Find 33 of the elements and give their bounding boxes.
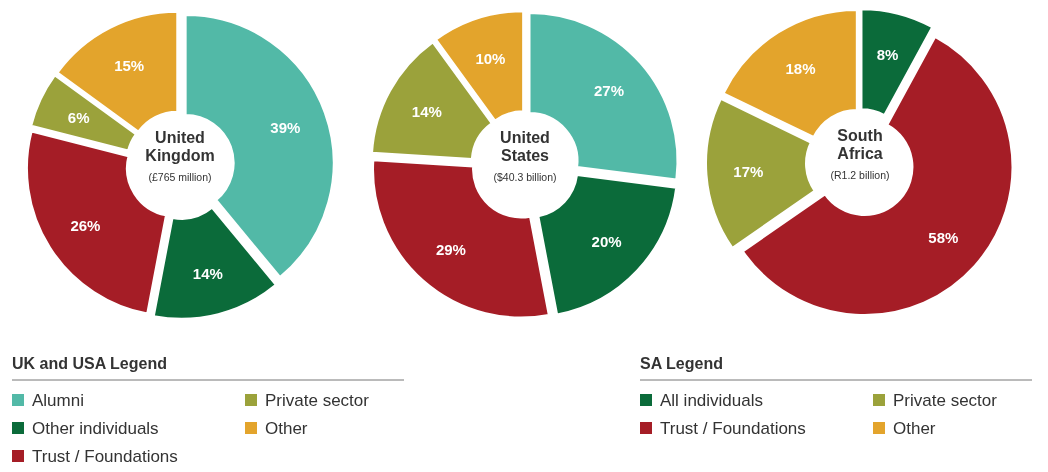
donut-slice: [705, 97, 816, 249]
data-label: 17%: [733, 163, 764, 181]
legend-label: Other: [265, 418, 308, 438]
legend-label: Trust / Foundations: [660, 418, 806, 438]
legend-label: All individuals: [660, 390, 763, 410]
data-label: 15%: [114, 56, 145, 74]
data-label: 20%: [591, 233, 622, 251]
legend-title: SA Legend: [640, 355, 723, 372]
donut-slice: [860, 8, 934, 117]
legend-label: Private sector: [893, 390, 998, 410]
text: United States: [500, 129, 550, 164]
data-label: 39%: [270, 118, 301, 136]
data-label: 58%: [928, 229, 959, 247]
text: ($40.3 billion): [493, 171, 557, 183]
data-label: 10%: [475, 49, 506, 67]
data-label: 29%: [435, 240, 466, 258]
text: (R1.2 billion): [830, 169, 890, 181]
legend-label: Trust / Foundations: [32, 446, 178, 466]
data-label: 14%: [192, 264, 223, 282]
text: (£765 million): [148, 171, 212, 183]
legend-label: Other individuals: [32, 418, 159, 438]
legend-label: Alumni: [32, 390, 84, 410]
text: South Africa: [837, 127, 883, 162]
legend-label: Private sector: [265, 390, 370, 410]
data-label: 8%: [876, 45, 899, 63]
data-label: 26%: [70, 216, 101, 234]
text: United Kingdom: [145, 129, 215, 164]
legend-title: UK and USA Legend: [12, 355, 167, 372]
data-label: 14%: [411, 102, 442, 120]
data-label: 27%: [594, 82, 625, 100]
legend-label: Other: [893, 418, 936, 438]
data-label: 18%: [785, 59, 816, 77]
data-label: 6%: [67, 108, 90, 126]
